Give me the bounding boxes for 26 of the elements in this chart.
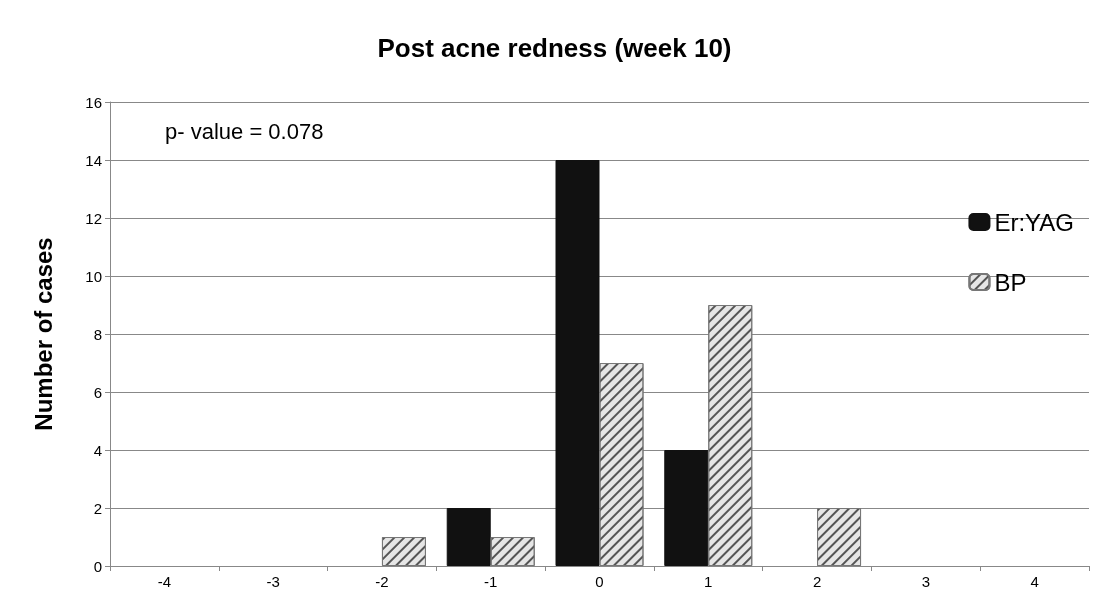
y-tick-label: 8 bbox=[93, 325, 102, 343]
x-tick-label: 2 bbox=[812, 573, 822, 590]
bar bbox=[446, 508, 491, 566]
y-axis-title: Number of cases bbox=[29, 237, 57, 431]
x-tick-label: 3 bbox=[921, 573, 931, 590]
x-tick-label: 1 bbox=[704, 573, 713, 590]
bar bbox=[664, 450, 709, 566]
y-tick-label: 0 bbox=[93, 557, 102, 575]
x-tick-label: -2 bbox=[375, 573, 389, 590]
x-tick-label: -3 bbox=[266, 573, 280, 590]
y-tick-label: 10 bbox=[85, 267, 102, 285]
x-tick-label: 4 bbox=[1030, 573, 1039, 590]
y-tick-label: 16 bbox=[85, 93, 102, 111]
y-tick-label: 14 bbox=[85, 151, 102, 169]
y-tick-label: 6 bbox=[93, 383, 102, 401]
x-tick-label: -4 bbox=[157, 573, 172, 590]
chart-title: Post acne redness (week 10) bbox=[377, 33, 732, 63]
x-tick-label: 0 bbox=[595, 573, 604, 590]
legend-label: BP bbox=[994, 268, 1027, 296]
bar bbox=[555, 160, 600, 566]
y-tick-label: 4 bbox=[93, 441, 102, 459]
annotation: p- value = 0.078 bbox=[165, 118, 324, 144]
y-tick-label: 2 bbox=[93, 499, 102, 517]
legend-label: Er:YAG bbox=[994, 208, 1075, 236]
y-tick-label: 12 bbox=[85, 209, 102, 227]
x-tick-label: -1 bbox=[484, 573, 498, 590]
